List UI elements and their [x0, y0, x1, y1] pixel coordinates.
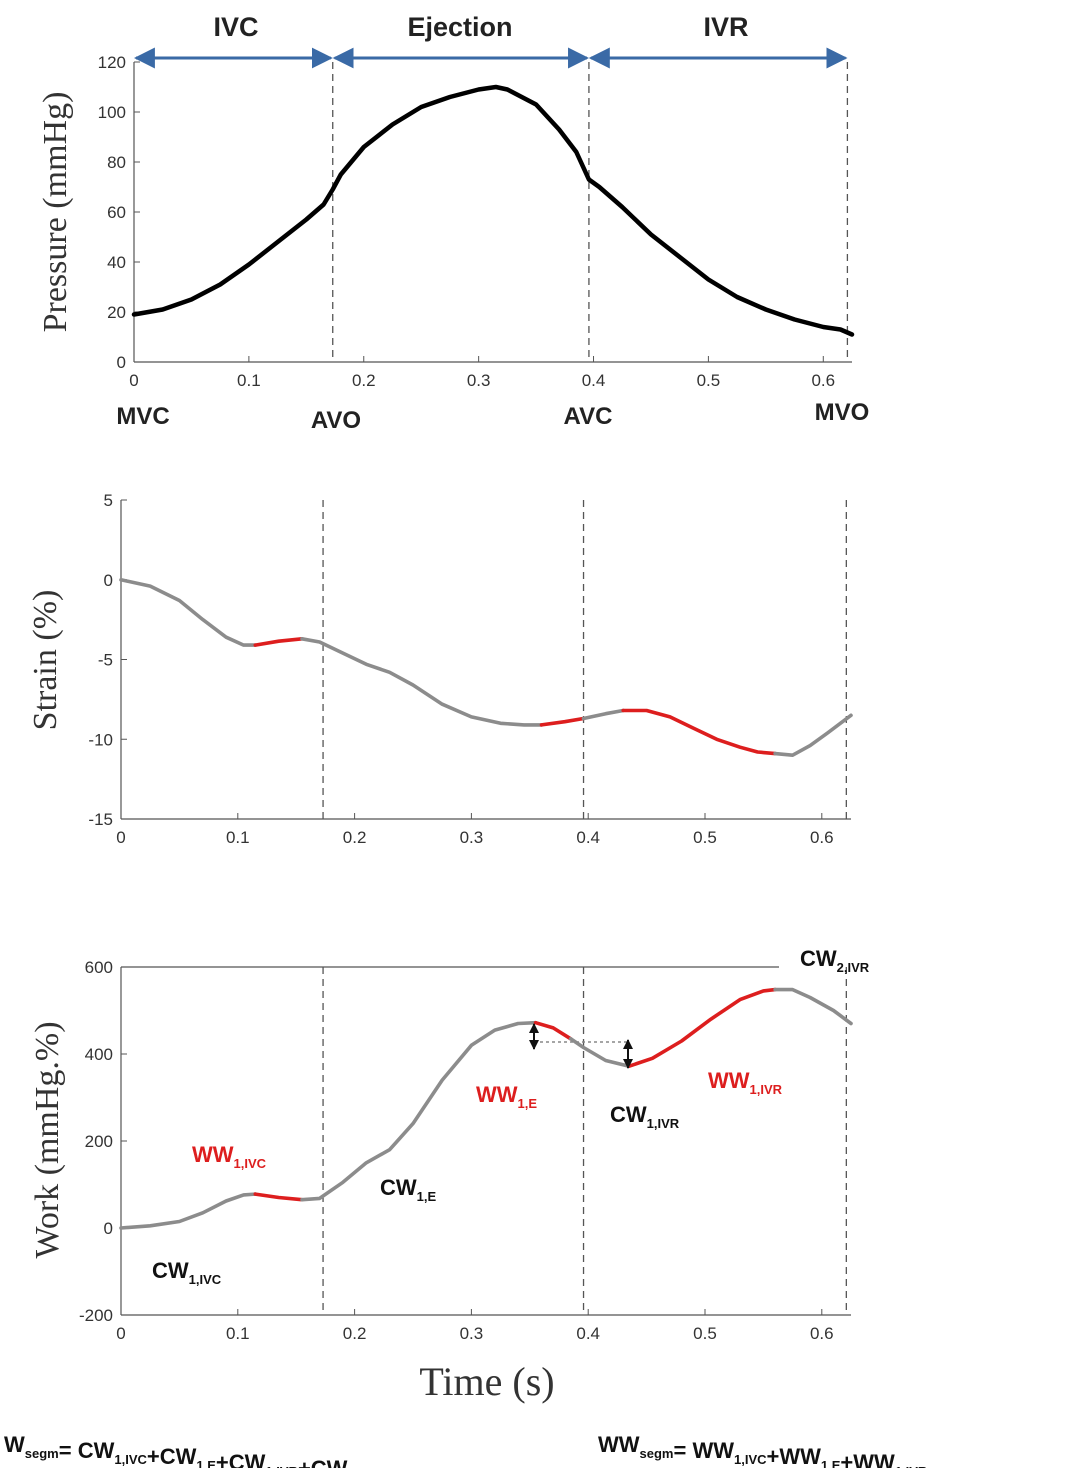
pressure-ticks: 0 0.1 0.2 0.3 0.4 0.5 0.6 0 20 40 60 80 100 120	[98, 53, 835, 390]
pressure-panel: 0 0.1 0.2 0.3 0.4 0.5 0.6 0 20 40 60 80 100 120 Press…	[37, 12, 869, 434]
positive-work-segment	[119, 577, 258, 647]
x-tick-label: 0.5	[697, 371, 721, 390]
x-tick-label: 0.4	[576, 1324, 600, 1343]
negative-work-segment	[621, 708, 777, 756]
y-tick-label: 400	[85, 1045, 113, 1064]
x-tick-label: 0.3	[460, 828, 484, 847]
work-y-label: Work (mmHg.%)	[29, 1021, 66, 1258]
y-tick-label: 600	[85, 958, 113, 977]
negative-work-segment	[627, 987, 777, 1068]
y-tick-label: 0	[117, 353, 126, 372]
positive-work-segment	[119, 1192, 258, 1230]
event-label-mvc: MVC	[116, 403, 169, 430]
x-tick-label: 0.3	[460, 1324, 484, 1343]
strain-y-label: Strain (%)	[27, 590, 64, 731]
y-tick-label: 0	[104, 1219, 113, 1238]
x-tick-label: 0.6	[810, 828, 834, 847]
y-tick-label: 120	[98, 53, 126, 72]
y-tick-label: 100	[98, 103, 126, 122]
phase-label-ejection: Ejection	[407, 12, 512, 42]
negative-work-segment	[253, 1192, 304, 1202]
positive-work-segment	[568, 1037, 631, 1068]
y-tick-label: 80	[107, 153, 126, 172]
pressure-curve	[131, 84, 855, 337]
positive-work-segment	[300, 1020, 538, 1202]
negative-work-segment	[253, 636, 304, 647]
x-tick-label: 0.1	[226, 828, 250, 847]
annotation-ww-1-e: WW1,E	[476, 1082, 537, 1111]
x-tick-label: 0	[116, 1324, 125, 1343]
positive-work-segment	[581, 708, 626, 721]
strain-ticks: 0 0.1 0.2 0.3 0.4 0.5 0.6 5 0 -5 -10 -15	[88, 491, 833, 847]
event-label-avc: AVC	[564, 403, 613, 430]
time-x-label: Time (s)	[419, 1359, 554, 1404]
formula-wasted-work-segment: WWsegm= WW1,IVC+WW1,E+WW1,IVR	[598, 1432, 928, 1468]
y-tick-label: 20	[107, 303, 126, 322]
strain-event-lines	[322, 500, 847, 819]
y-tick-label: 200	[85, 1132, 113, 1151]
strain-curve	[119, 577, 853, 758]
x-tick-label: 0.2	[343, 1324, 367, 1343]
annotation-cw-2-ivr: CW2,IVR	[800, 946, 870, 975]
x-tick-label: 0.5	[693, 1324, 717, 1343]
y-tick-label: 5	[104, 491, 113, 510]
strain-panel: 0 0.1 0.2 0.3 0.4 0.5 0.6 5 0 -5 -10 -15 Strain (%)	[27, 491, 853, 847]
annotation-ww-1-ivc: WW1,IVC	[192, 1142, 267, 1171]
positive-work-segment	[300, 636, 544, 727]
strain-axes	[120, 500, 851, 820]
annotation-cw-1-ivc: CW1,IVC	[152, 1258, 222, 1287]
y-tick-label: 60	[107, 203, 126, 222]
x-tick-label: 0.1	[237, 371, 261, 390]
x-tick-label: 0.1	[226, 1324, 250, 1343]
x-tick-label: 0.4	[582, 371, 606, 390]
x-tick-label: 0.6	[810, 1324, 834, 1343]
y-tick-label: -10	[88, 730, 113, 749]
x-tick-label: 0.6	[811, 371, 835, 390]
wasted-work-markers	[529, 1023, 633, 1069]
y-tick-label: -5	[98, 651, 113, 670]
negative-work-segment	[533, 1020, 573, 1041]
pressure-event-lines	[332, 62, 849, 362]
phase-label-ivc: IVC	[213, 12, 258, 42]
y-tick-label: -15	[88, 810, 113, 829]
annotation-cw-1-ivr: CW1,IVR	[610, 1102, 680, 1131]
work-event-lines	[322, 967, 847, 1315]
positive-work-segment	[773, 987, 853, 1026]
annotation-ww-1-ivr: WW1,IVR	[708, 1068, 783, 1097]
x-tick-label: 0.5	[693, 828, 717, 847]
x-tick-label: 0	[116, 828, 125, 847]
x-tick-label: 0.3	[467, 371, 491, 390]
pressure-line	[131, 84, 855, 337]
y-tick-label: -200	[79, 1306, 113, 1325]
x-tick-label: 0	[129, 371, 138, 390]
negative-work-segment	[539, 716, 586, 727]
x-tick-label: 0.2	[343, 828, 367, 847]
x-tick-label: 0.2	[352, 371, 376, 390]
phase-label-ivr: IVR	[703, 12, 748, 42]
x-tick-label: 0.4	[576, 828, 600, 847]
y-tick-label: 0	[104, 571, 113, 590]
positive-work-segment	[773, 713, 853, 758]
pressure-axes	[133, 62, 852, 363]
formula-work-segment: Wsegm= CW1,IVC+CW1,E+CW1,IVR+CW2,IVR	[4, 1432, 381, 1468]
event-label-mvo: MVO	[815, 399, 870, 426]
event-label-avo: AVO	[311, 407, 361, 434]
y-tick-label: 40	[107, 253, 126, 272]
pressure-y-label: Pressure (mmHg)	[37, 92, 74, 333]
work-curve	[119, 987, 853, 1230]
annotation-cw-1-e: CW1,E	[380, 1175, 436, 1204]
work-axes	[120, 966, 851, 1316]
